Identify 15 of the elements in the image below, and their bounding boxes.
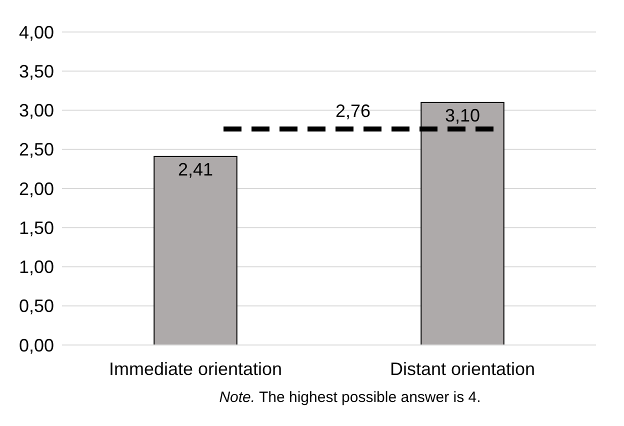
y-tick-label: 2,00: [18, 178, 54, 199]
y-tick-label: 3,00: [18, 100, 54, 121]
ref-line-label: 2,76: [335, 101, 371, 122]
y-tick-label: 0,50: [18, 296, 54, 316]
y-tick-label: 1,00: [18, 257, 54, 278]
y-tick-label: 4,00: [18, 22, 54, 42]
data-label: 2,41: [178, 159, 214, 180]
y-tick-label: 2,50: [18, 140, 54, 160]
y-tick-label: 0,00: [18, 335, 54, 356]
y-tick-label: 3,50: [18, 61, 54, 82]
x-tick-label: Distant orientation: [390, 359, 536, 379]
text: Note. The highest possible answer is 4.: [219, 389, 481, 406]
x-tick-label: Immediate orientation: [108, 359, 282, 379]
data-label: 3,10: [444, 105, 480, 126]
y-tick-label: 1,50: [18, 218, 54, 238]
